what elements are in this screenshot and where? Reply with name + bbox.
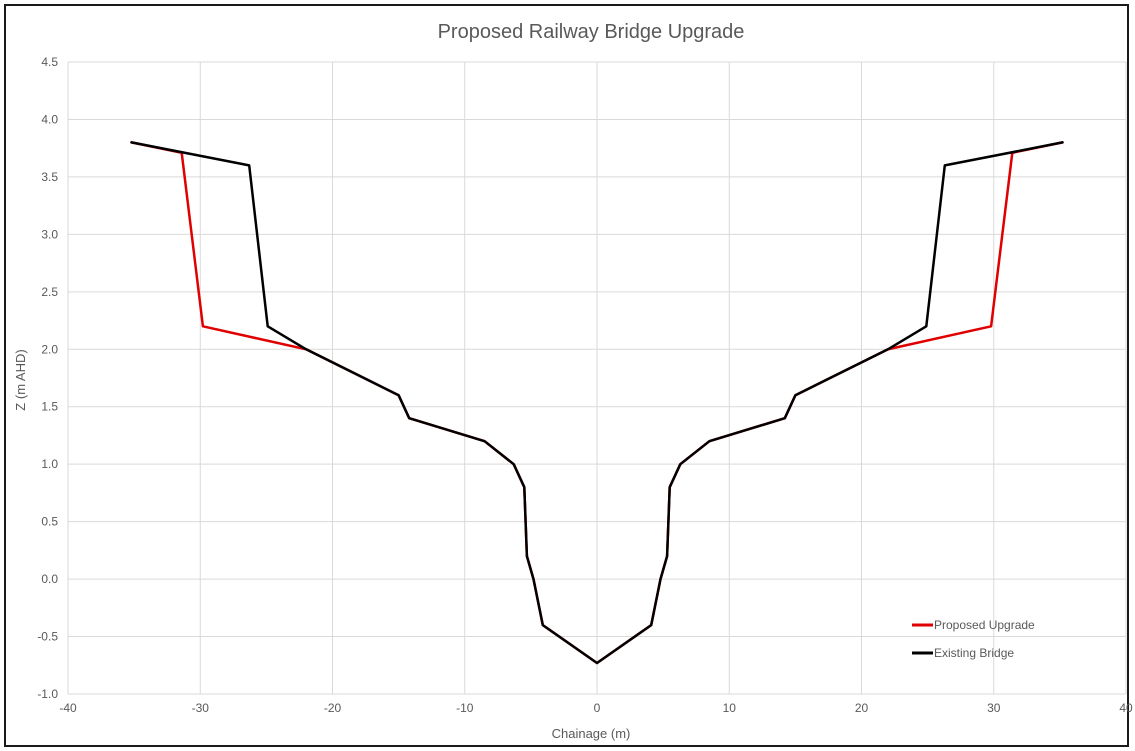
chart-title: Proposed Railway Bridge Upgrade <box>438 21 745 43</box>
x-tick-label: -30 <box>192 701 210 715</box>
x-axis-ticks: -40 -30 -20 -10 0 10 20 30 40 <box>59 701 1133 715</box>
x-tick-label: 40 <box>1119 701 1133 715</box>
y-tick-label: 3.0 <box>41 227 58 241</box>
chart-frame <box>4 4 1129 747</box>
y-tick-label: 3.5 <box>41 170 58 184</box>
y-tick-label: 1.0 <box>41 457 58 471</box>
x-tick-label: -10 <box>456 701 474 715</box>
y-tick-label: 4.5 <box>41 55 58 69</box>
y-axis-ticks: -1.0 -0.5 0.0 0.5 1.0 1.5 2.0 2.5 3.0 3.5 4.0 4.5 <box>37 55 58 701</box>
y-tick-label: -0.5 <box>37 630 58 644</box>
legend-label: Proposed Upgrade <box>934 618 1035 632</box>
series-line-existing-bridge <box>130 141 1064 665</box>
y-tick-label: 1.5 <box>41 400 58 414</box>
series-lines <box>130 141 1064 665</box>
y-tick-label: 0.0 <box>41 572 58 586</box>
y-tick-label: 2.0 <box>41 342 58 356</box>
x-tick-label: -40 <box>59 701 77 715</box>
y-tick-label: -1.0 <box>37 687 58 701</box>
legend: Proposed Upgrade Existing Bridge <box>912 618 1035 660</box>
x-axis-label: Chainage (m) <box>552 726 631 741</box>
x-tick-label: 30 <box>987 701 1001 715</box>
x-tick-label: 0 <box>594 701 601 715</box>
grid <box>67 61 1127 695</box>
x-tick-label: 10 <box>723 701 737 715</box>
x-tick-label: 20 <box>855 701 869 715</box>
x-tick-label: -20 <box>324 701 342 715</box>
y-axis-label: Z (m AHD) <box>13 349 28 410</box>
y-tick-label: 2.5 <box>41 285 58 299</box>
y-tick-label: 4.0 <box>41 112 58 126</box>
legend-label: Existing Bridge <box>934 646 1014 660</box>
y-tick-label: 0.5 <box>41 515 58 529</box>
